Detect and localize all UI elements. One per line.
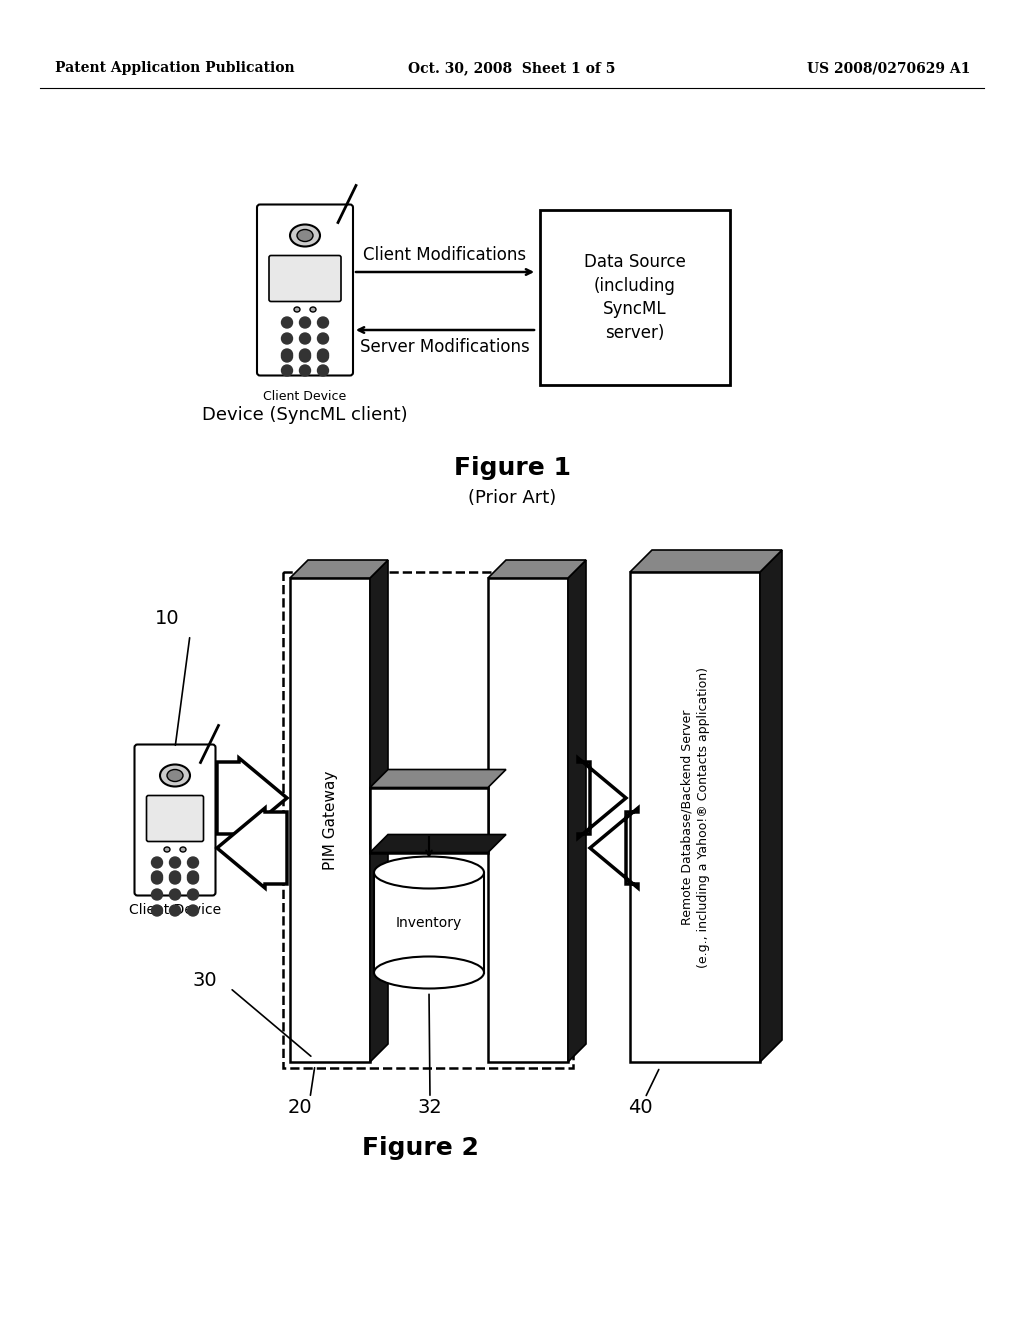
Polygon shape: [290, 560, 388, 578]
Text: Oct. 30, 2008  Sheet 1 of 5: Oct. 30, 2008 Sheet 1 of 5: [409, 61, 615, 75]
Ellipse shape: [164, 847, 170, 851]
Ellipse shape: [374, 857, 484, 888]
Circle shape: [152, 888, 163, 900]
Circle shape: [187, 906, 199, 916]
Circle shape: [170, 857, 180, 869]
Polygon shape: [590, 808, 638, 888]
Circle shape: [282, 351, 293, 362]
Text: Inventory: Inventory: [396, 916, 462, 929]
FancyBboxPatch shape: [257, 205, 353, 375]
Circle shape: [187, 888, 199, 900]
Text: PIM Gateway: PIM Gateway: [323, 771, 338, 870]
Ellipse shape: [374, 957, 484, 989]
Ellipse shape: [167, 770, 183, 781]
Text: Patent Application Publication: Patent Application Publication: [55, 61, 295, 75]
Polygon shape: [370, 770, 506, 788]
Bar: [290, 578, 370, 1063]
Bar: [283, 572, 573, 1068]
Polygon shape: [630, 550, 782, 572]
Bar: [374, 873, 484, 973]
Circle shape: [299, 351, 310, 362]
Text: Figure 2: Figure 2: [361, 1137, 478, 1160]
Circle shape: [152, 906, 163, 916]
Polygon shape: [488, 560, 586, 578]
Bar: [630, 572, 760, 1063]
Circle shape: [152, 857, 163, 869]
Bar: [370, 788, 488, 853]
Circle shape: [187, 857, 199, 869]
Ellipse shape: [290, 224, 319, 247]
Text: (Prior Art): (Prior Art): [468, 488, 556, 507]
Ellipse shape: [294, 308, 300, 312]
Text: Device (SyncML client): Device (SyncML client): [202, 407, 408, 424]
Text: Data Source
(including
SyncML
server): Data Source (including SyncML server): [584, 253, 686, 342]
Text: Client Device: Client Device: [263, 389, 347, 403]
Circle shape: [317, 333, 329, 345]
Text: Client Modifications: Client Modifications: [364, 246, 526, 264]
Polygon shape: [370, 834, 506, 853]
Circle shape: [170, 873, 180, 884]
Circle shape: [317, 366, 329, 376]
Circle shape: [170, 888, 180, 900]
Circle shape: [317, 317, 329, 327]
Circle shape: [299, 317, 310, 327]
Text: 20: 20: [288, 1098, 312, 1117]
Text: 30: 30: [193, 970, 218, 990]
Text: Client Device: Client Device: [129, 903, 221, 917]
Circle shape: [170, 871, 180, 882]
Polygon shape: [568, 560, 586, 1063]
Circle shape: [187, 871, 199, 882]
Circle shape: [282, 317, 293, 327]
FancyBboxPatch shape: [134, 744, 215, 895]
Text: Figure 1: Figure 1: [454, 455, 570, 480]
Circle shape: [282, 333, 293, 345]
Ellipse shape: [160, 764, 190, 787]
Circle shape: [152, 873, 163, 884]
Circle shape: [299, 348, 310, 360]
Ellipse shape: [297, 230, 313, 242]
Circle shape: [282, 348, 293, 360]
Text: Server Modifications: Server Modifications: [360, 338, 529, 356]
Circle shape: [282, 366, 293, 376]
Ellipse shape: [180, 847, 186, 851]
Circle shape: [187, 873, 199, 884]
Circle shape: [299, 366, 310, 376]
Bar: [540, 210, 730, 385]
FancyBboxPatch shape: [146, 796, 204, 842]
FancyBboxPatch shape: [269, 256, 341, 301]
Polygon shape: [217, 758, 287, 838]
Text: 10: 10: [155, 609, 179, 627]
Polygon shape: [370, 560, 388, 1063]
Circle shape: [152, 871, 163, 882]
Bar: [488, 578, 568, 1063]
Text: Remote Database/Backend Server
(e.g., including a Yahoo!® Contacts application): Remote Database/Backend Server (e.g., in…: [680, 667, 710, 968]
Circle shape: [317, 351, 329, 362]
Text: 32: 32: [418, 1098, 442, 1117]
Polygon shape: [760, 550, 782, 1063]
Ellipse shape: [310, 308, 316, 312]
Circle shape: [170, 906, 180, 916]
Circle shape: [299, 333, 310, 345]
Polygon shape: [578, 758, 626, 838]
Polygon shape: [217, 808, 287, 888]
Text: 40: 40: [628, 1098, 652, 1117]
Text: US 2008/0270629 A1: US 2008/0270629 A1: [807, 61, 970, 75]
Circle shape: [317, 348, 329, 360]
